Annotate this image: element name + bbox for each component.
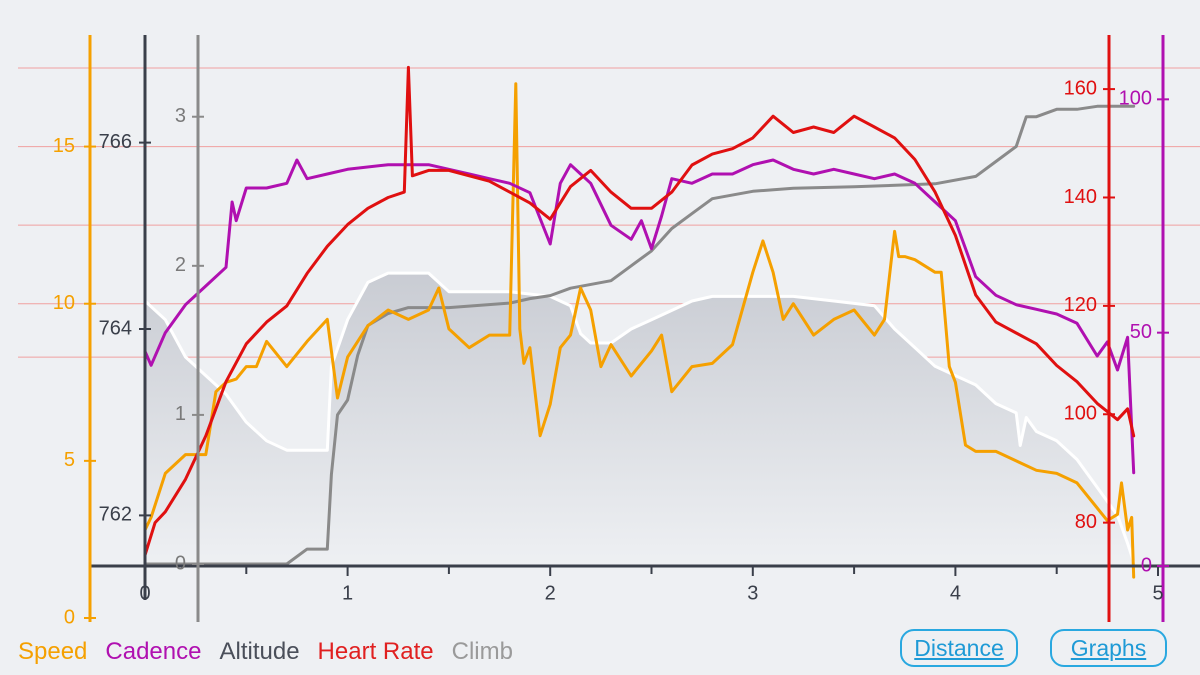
legend-climb: Climb bbox=[451, 638, 513, 665]
altitude-tick-label-1: 764 bbox=[99, 317, 132, 339]
axes bbox=[84, 35, 1200, 622]
speed-tick-label-2: 10 bbox=[53, 292, 75, 314]
speed-tick-label-3: 15 bbox=[53, 135, 75, 157]
altitude-line bbox=[143, 271, 1136, 564]
climb-tick-label-3: 3 bbox=[175, 105, 186, 127]
heart-rate-tick-label-4: 160 bbox=[1064, 77, 1097, 99]
altitude-fill bbox=[145, 273, 1134, 566]
x-tick-label-2: 2 bbox=[545, 582, 556, 604]
distance-button[interactable]: Distance bbox=[900, 629, 1018, 667]
x-tick-label-4: 4 bbox=[950, 582, 961, 604]
legend: Speed Cadence Altitude Heart Rate Climb bbox=[18, 638, 513, 666]
heart-rate-line bbox=[143, 65, 1136, 557]
cadence-line bbox=[143, 158, 1136, 475]
climb-line bbox=[143, 104, 1136, 566]
altitude-area bbox=[145, 273, 1134, 566]
series-lines bbox=[143, 65, 1136, 579]
legend-cadence: Cadence bbox=[105, 638, 202, 665]
tick-labels: 0 1 2 3 4 50510157627647660123801001201401600… bbox=[53, 77, 1164, 628]
cadence-tick-label-0: 0 bbox=[1141, 554, 1152, 576]
x-tick-label-1: 1 bbox=[342, 582, 353, 604]
climb-tick-label-2: 2 bbox=[175, 254, 186, 276]
climb-tick-label-0: 0 bbox=[175, 552, 186, 574]
graphs-button[interactable]: Graphs bbox=[1050, 629, 1167, 667]
altitude-tick-label-0: 762 bbox=[99, 504, 132, 526]
heart-rate-tick-label-2: 120 bbox=[1064, 294, 1097, 316]
gridlines bbox=[18, 67, 1200, 358]
legend-altitude: Altitude bbox=[219, 638, 300, 665]
x-tick-label-3: 3 bbox=[747, 582, 758, 604]
speed-tick-label-0: 0 bbox=[64, 606, 75, 628]
altitude-tick-label-2: 766 bbox=[99, 131, 132, 153]
cadence-tick-label-2: 100 bbox=[1119, 88, 1152, 110]
legend-speed: Speed bbox=[18, 638, 88, 665]
heart-rate-tick-label-1: 100 bbox=[1064, 403, 1097, 425]
climb-tick-label-1: 1 bbox=[175, 403, 186, 425]
x-tick-label-0: 0 bbox=[139, 582, 150, 604]
speed-tick-label-1: 5 bbox=[64, 449, 75, 471]
chart-canvas: 0 1 2 3 4 50510157627647660123801001201401600… bbox=[18, 35, 1200, 628]
speed-line bbox=[143, 82, 1136, 579]
heart-rate-tick-label-0: 80 bbox=[1075, 511, 1097, 533]
x-tick-label-5: 5 bbox=[1152, 582, 1163, 604]
heart-rate-tick-label-3: 140 bbox=[1064, 186, 1097, 208]
legend-heart-rate: Heart Rate bbox=[317, 638, 434, 665]
cadence-tick-label-1: 50 bbox=[1130, 321, 1152, 343]
